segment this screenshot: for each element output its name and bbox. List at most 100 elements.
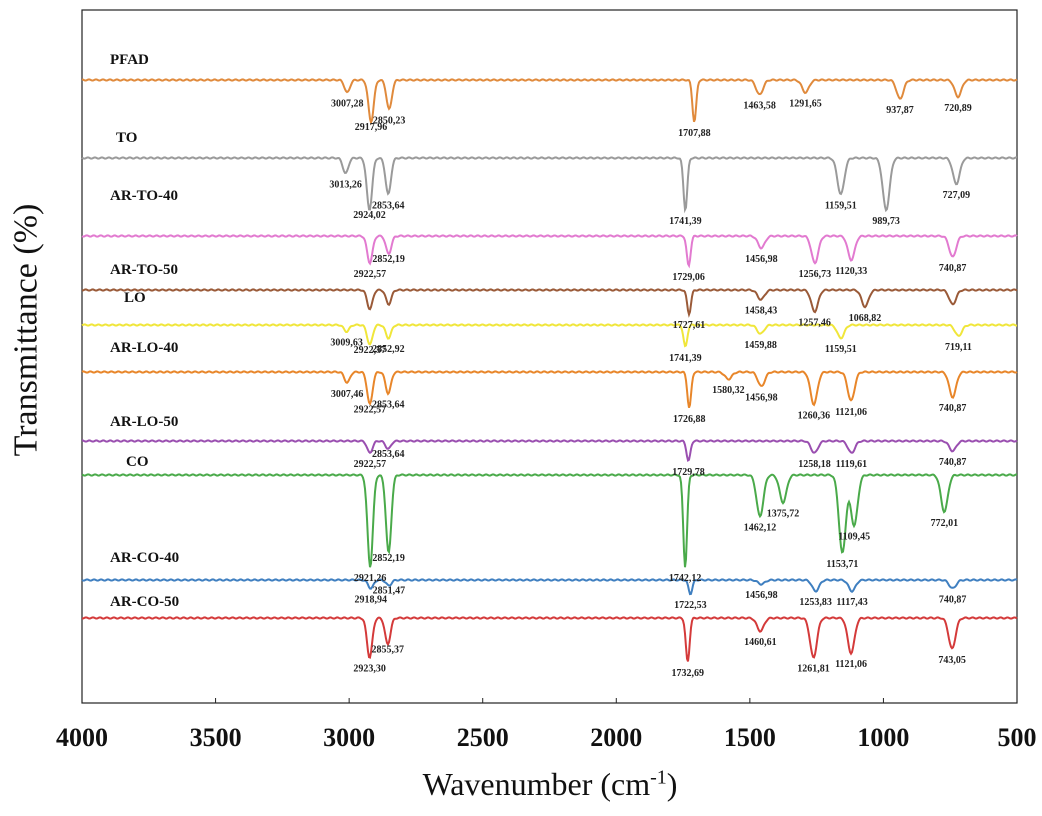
peak-label-ar-co-40: 2918,94 [355, 594, 388, 605]
peak-label-ar-lo-40: 2922,57 [354, 404, 387, 415]
peak-label-ar-lo-50: 740,87 [939, 457, 967, 468]
peak-label-ar-lo-40: 1580,32 [712, 385, 745, 396]
peak-label-ar-co-40: 740,87 [939, 594, 967, 605]
series-line-to [81, 156, 1018, 214]
peak-label-co: 1742,12 [669, 573, 702, 584]
peak-label-ar-co-50: 743,05 [938, 655, 966, 666]
series-name-ar-to-40: AR-TO-40 [110, 188, 178, 204]
series-name-to: TO [116, 130, 137, 146]
peak-label-co: 1462,12 [744, 522, 777, 533]
peak-label-lo: 2852,92 [372, 344, 405, 355]
peak-label-ar-to-50: 1727,61 [673, 320, 706, 331]
peak-label-ar-lo-40: 1726,88 [673, 414, 706, 425]
series-line-ar-co-40 [81, 578, 1018, 596]
peak-label-ar-lo-40: 1121,06 [835, 407, 867, 418]
series-line-lo [81, 323, 1018, 348]
peak-label-lo: 1159,51 [825, 344, 857, 355]
peak-label-pfad: 3007,28 [331, 99, 364, 110]
series-name-ar-to-50: AR-TO-50 [110, 262, 178, 278]
peak-label-ar-to-50: 1068,82 [849, 313, 882, 324]
peak-label-ar-co-40: 2851,47 [373, 586, 406, 597]
series-name-ar-lo-50: AR-LO-50 [110, 414, 178, 430]
x-tick-label: 3000 [323, 723, 375, 752]
x-tick-label: 500 [998, 723, 1037, 752]
x-tick-label: 1500 [724, 723, 776, 752]
x-axis-label: Wavenumber (cm-1) [422, 766, 678, 802]
peak-label-pfad: 1291,65 [789, 99, 822, 110]
peak-label-ar-co-50: 1121,06 [835, 659, 867, 670]
y-axis-label: Transmittance (%) [7, 203, 44, 457]
series-name-co: CO [126, 454, 149, 470]
peak-label-ar-to-50: 1257,46 [798, 318, 831, 329]
series-line-ar-co-50 [82, 616, 1018, 662]
peak-label-ar-lo-50: 2922,57 [354, 459, 387, 470]
peak-label-to: 2853,64 [372, 200, 405, 211]
peak-label-pfad: 1463,58 [743, 101, 776, 112]
peak-label-to: 2924,02 [353, 210, 386, 221]
peak-label-ar-co-50: 2855,37 [372, 644, 405, 655]
peak-label-to: 1159,51 [825, 200, 857, 211]
peak-label-ar-lo-40: 3007,46 [331, 389, 364, 400]
series-line-ar-to-50 [81, 288, 1018, 318]
peak-label-ar-to-40: 1120,33 [835, 266, 867, 277]
peak-label-lo: 719,11 [945, 342, 972, 353]
peak-label-pfad: 937,87 [886, 105, 914, 116]
peak-label-co: 1109,45 [838, 532, 870, 543]
peak-label-to: 989,73 [872, 216, 900, 227]
x-tick-label: 2500 [457, 723, 509, 752]
peak-label-pfad: 2917,96 [355, 122, 388, 133]
series-name-pfad: PFAD [110, 52, 149, 68]
series-name-ar-lo-40: AR-LO-40 [110, 340, 178, 356]
peak-label-ar-co-50: 1460,61 [744, 637, 777, 648]
series-line-ar-lo-50 [81, 439, 1018, 462]
peak-label-co: 2852,19 [372, 553, 405, 564]
peak-label-lo: 1741,39 [669, 353, 702, 364]
peak-label-ar-lo-40: 1260,36 [798, 410, 831, 421]
peak-label-ar-to-40: 2852,19 [372, 254, 405, 265]
peak-label-co: 1375,72 [767, 509, 800, 520]
peak-label-ar-to-40: 2922,57 [354, 269, 387, 280]
series-names-group: PFAD TO AR-TO-40 AR-TO-50 LO AR-LO-40 AR-LO-50… [110, 52, 179, 610]
plot-frame [81, 9, 1018, 704]
peak-label-ar-co-40: 1456,98 [745, 590, 778, 601]
peak-label-ar-lo-40: 1456,98 [745, 392, 778, 403]
peak-label-ar-to-50: 1458,43 [745, 306, 778, 317]
peak-label-ar-co-40: 1722,53 [674, 600, 707, 611]
peak-label-to: 3013,26 [329, 180, 362, 191]
peak-label-ar-co-40: 1117,43 [836, 597, 867, 608]
peak-label-ar-lo-50: 1258,18 [798, 459, 831, 470]
peak-label-lo: 1459,88 [744, 340, 777, 351]
peak-label-to: 1741,39 [669, 216, 702, 227]
series-line-co [81, 473, 1018, 568]
peak-label-pfad: 2850,23 [373, 115, 406, 126]
peak-label-ar-co-50: 1732,69 [671, 668, 704, 679]
spectra-group [81, 78, 1018, 662]
peak-label-co: 772,01 [931, 518, 959, 529]
peak-label-co: 2921,26 [354, 573, 387, 584]
peak-label-ar-co-40: 1253,83 [799, 597, 832, 608]
peak-label-lo: 3009,63 [330, 338, 363, 349]
series-name-ar-co-40: AR-CO-40 [110, 550, 179, 566]
peak-label-ar-to-40: 740,87 [939, 263, 967, 274]
series-line-ar-lo-40 [81, 370, 1018, 409]
peak-label-ar-co-50: 2923,30 [353, 664, 386, 675]
peak-label-ar-lo-50: 1119,61 [836, 459, 867, 470]
series-name-ar-co-50: AR-CO-50 [110, 594, 179, 610]
peak-label-ar-lo-40: 2853,64 [372, 400, 405, 411]
peak-label-lo: 2922,57 [354, 345, 387, 356]
series-line-ar-to-40 [81, 234, 1018, 269]
peak-label-ar-to-40: 1729,06 [672, 272, 705, 283]
x-tick-label: 2000 [590, 723, 642, 752]
peak-label-co: 1153,71 [826, 559, 858, 570]
peak-label-ar-to-40: 1456,98 [745, 254, 778, 265]
peak-label-to: 727,09 [943, 190, 971, 201]
peak-label-ar-co-50: 1261,81 [797, 664, 830, 675]
series-name-lo: LO [124, 290, 146, 306]
x-axis-ticks: 4000 3500 3000 2500 2000 1500 1000 500 [56, 698, 1037, 752]
peak-label-pfad: 720,89 [944, 103, 972, 114]
x-tick-label: 1000 [857, 723, 909, 752]
x-tick-label: 4000 [56, 723, 108, 752]
peak-label-ar-lo-50: 1729,78 [672, 467, 705, 478]
